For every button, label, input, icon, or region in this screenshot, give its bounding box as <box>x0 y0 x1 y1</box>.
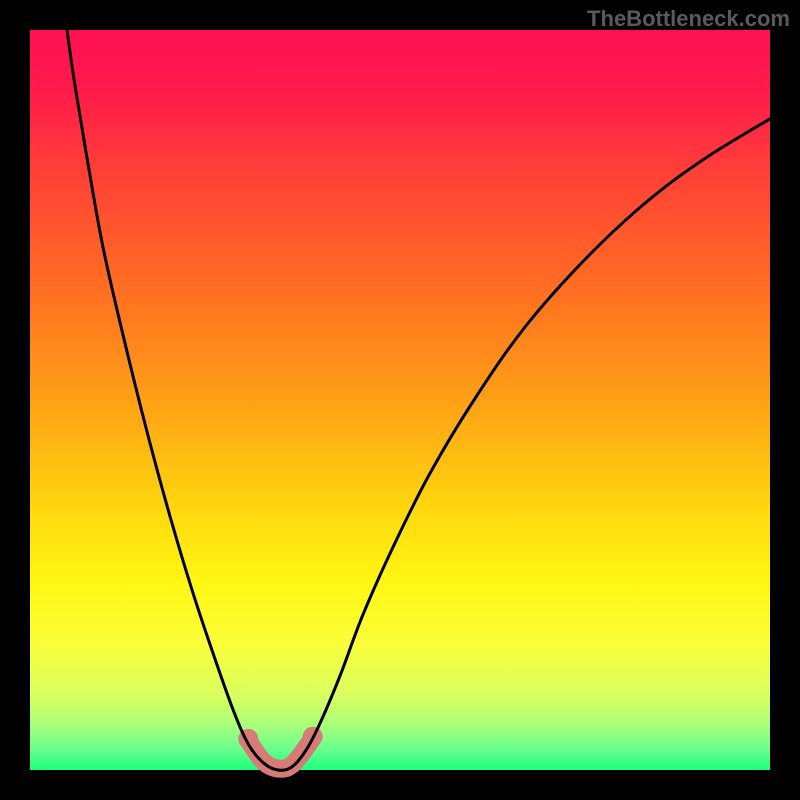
watermark: TheBottleneck.com <box>587 6 790 31</box>
chart-canvas: TheBottleneck.com <box>0 0 800 800</box>
plot-background <box>30 30 770 770</box>
